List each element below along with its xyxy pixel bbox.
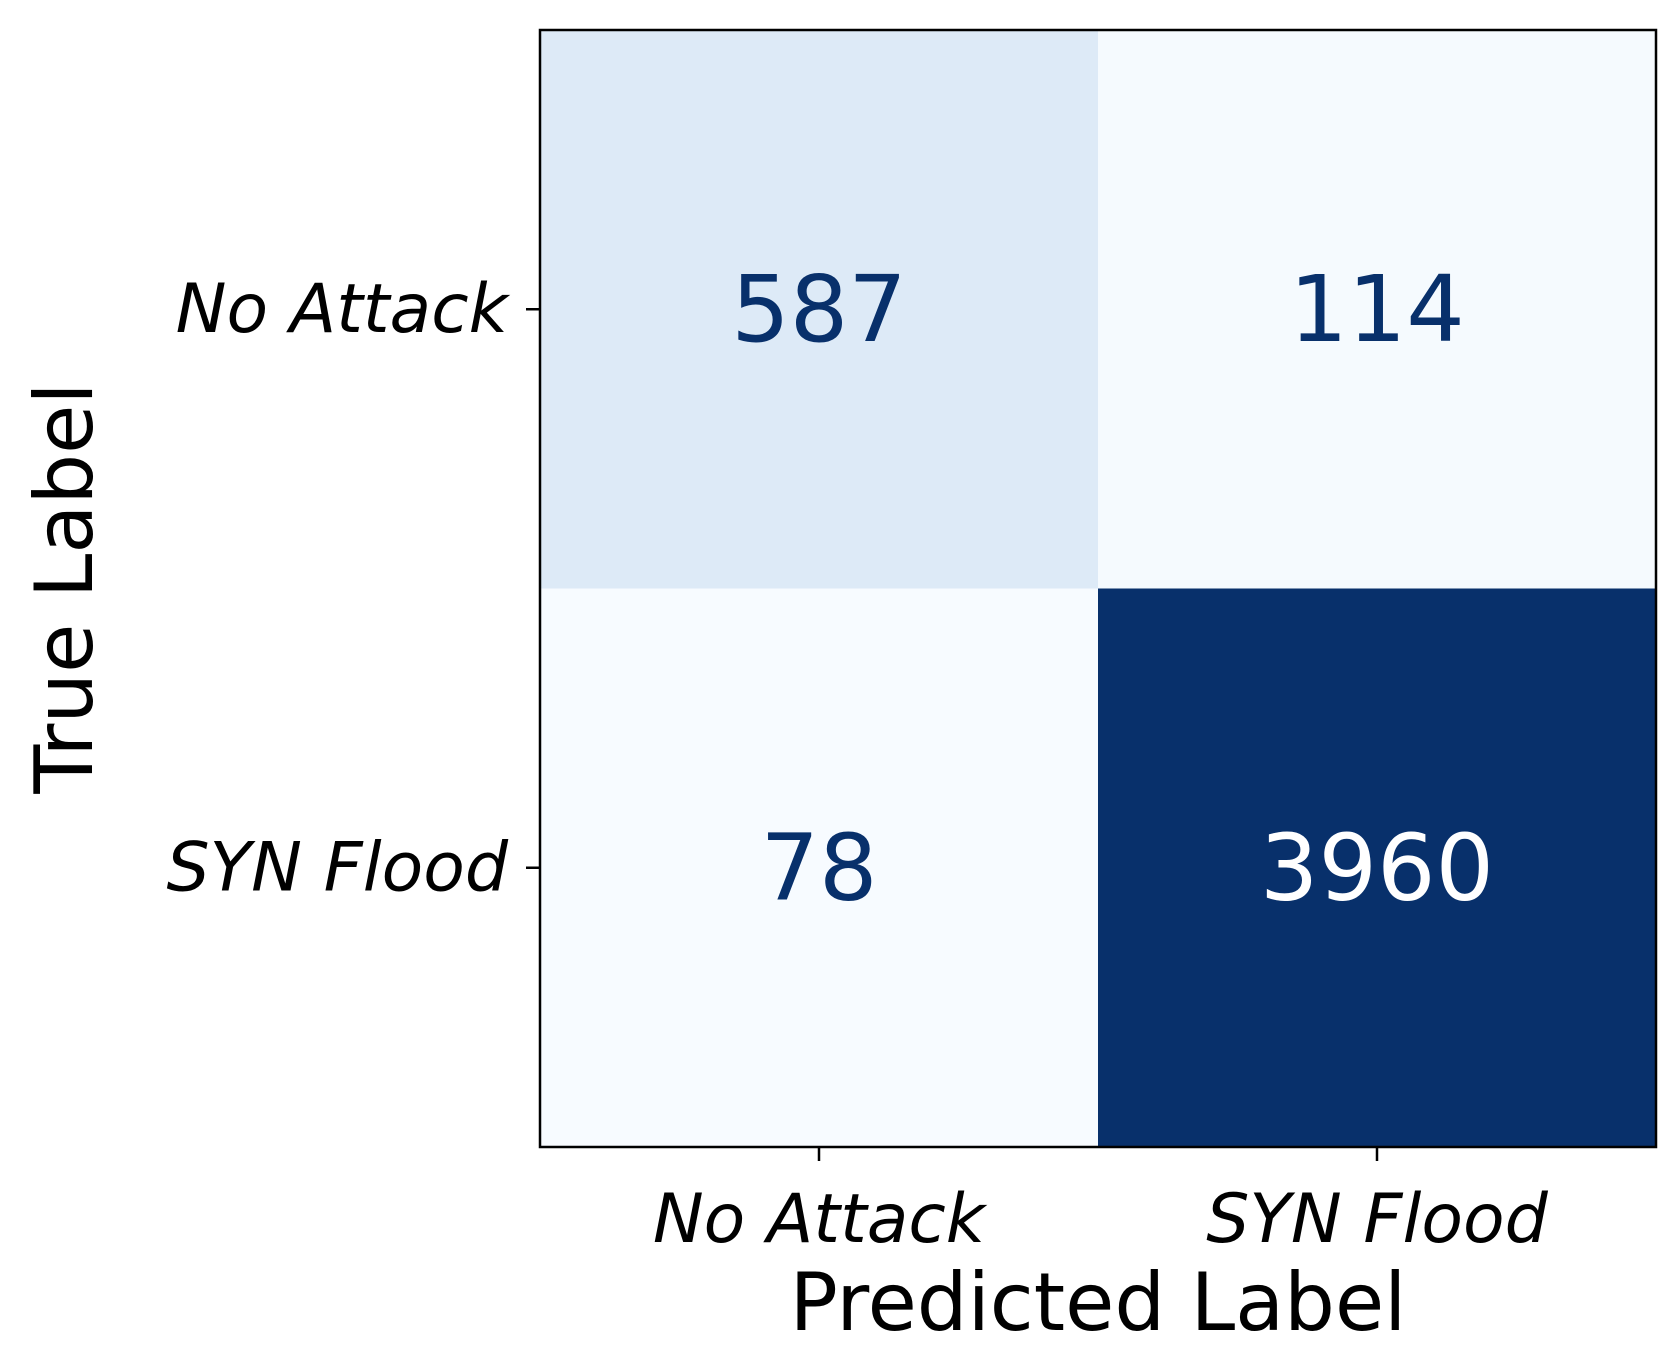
tick-labels: No Attack SYN Flood No Attack SYN Flood xyxy=(166,270,1548,1259)
cell-value-label: 3960 xyxy=(1260,814,1494,921)
heatmap-cells: 587 114 78 3960 xyxy=(540,30,1657,1148)
cell-value-label: 114 xyxy=(1289,256,1465,363)
plot-frame xyxy=(538,28,1658,1149)
x-tick-label: No Attack xyxy=(653,1180,988,1259)
y-tick-label: SYN Flood xyxy=(166,828,508,907)
cell-value-label: 78 xyxy=(760,814,877,921)
heatmap-cell xyxy=(540,588,1099,1148)
heatmap-cell xyxy=(1098,30,1657,589)
heatmap-cell xyxy=(540,30,1099,589)
axis-ticks xyxy=(526,308,1379,1161)
x-tick-label: SYN Flood xyxy=(1206,1180,1548,1259)
heatmap-cell xyxy=(1098,588,1657,1148)
y-tick-label: No Attack xyxy=(176,270,511,349)
x-axis-title: Predicted Label xyxy=(790,1256,1407,1349)
y-axis-title: True Label xyxy=(18,382,111,794)
cell-value-label: 587 xyxy=(731,256,907,363)
